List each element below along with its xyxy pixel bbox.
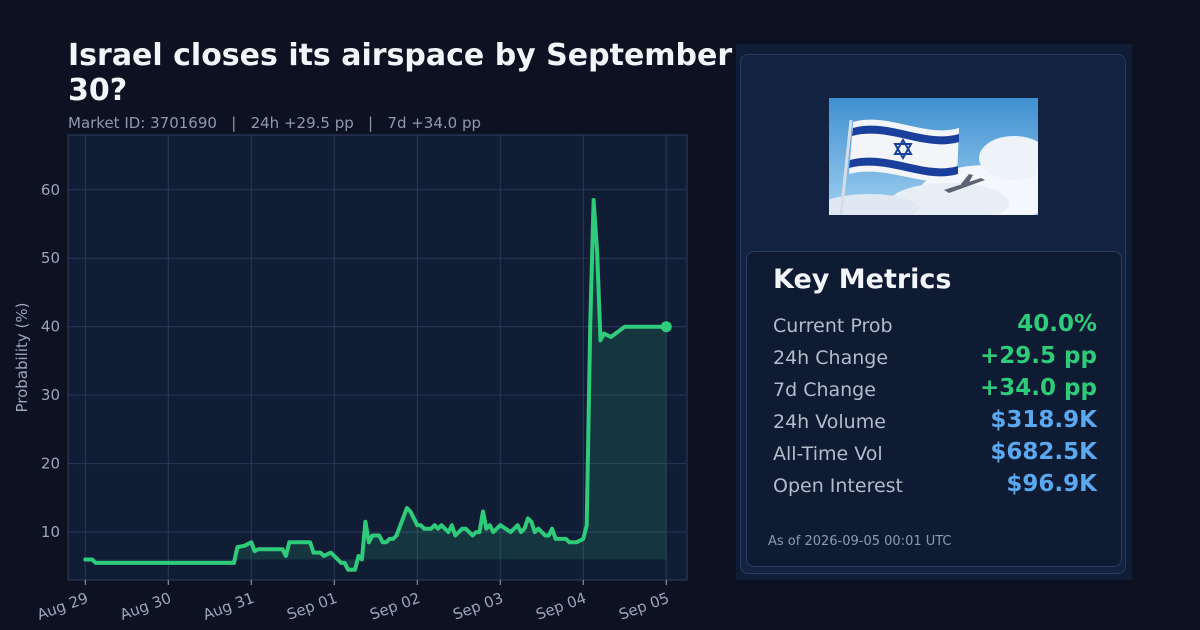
metric-label: Open Interest	[773, 475, 904, 497]
metric-value: $96.9K	[1006, 471, 1097, 497]
x-tick-label: Sep 02	[367, 589, 422, 624]
y-tick-label: 30	[41, 386, 60, 404]
y-tick-label: 10	[41, 523, 60, 541]
x-tick-label: Sep 04	[533, 589, 588, 624]
series-area	[85, 200, 667, 570]
key-metrics-title: Key Metrics	[773, 264, 952, 295]
metric-label: All-Time Vol	[773, 443, 883, 465]
as-of-timestamp: As of 2026-09-05 00:01 UTC	[768, 534, 952, 549]
x-tick-label: Sep 01	[284, 589, 339, 624]
metric-label: 24h Change	[773, 347, 889, 369]
y-tick-label: 60	[41, 181, 60, 199]
metric-row: 7d Change +34.0 pp	[773, 375, 1097, 405]
x-tick-label: Sep 03	[450, 589, 505, 624]
metric-value: $318.9K	[990, 407, 1097, 433]
plot-area	[67, 134, 688, 581]
y-tick-label: 50	[41, 249, 60, 267]
y-tick-label: 20	[41, 455, 60, 473]
x-tick-label: Aug 29	[35, 589, 91, 624]
metric-row: Current Prob 40.0%	[773, 311, 1097, 341]
metric-value: 40.0%	[1017, 311, 1097, 337]
market-subtitle: Market ID: 3701690 | 24h +29.5 pp | 7d +…	[68, 114, 482, 132]
metric-row: Open Interest $96.9K	[773, 471, 1097, 501]
y-axis-label: Probability (%)	[13, 302, 31, 412]
metric-label: Current Prob	[773, 315, 893, 337]
metric-value: $682.5K	[990, 439, 1097, 465]
y-tick-label: 40	[41, 318, 60, 336]
series-line	[83, 198, 669, 572]
israel-flag-airplane-image	[829, 98, 1038, 215]
metric-label: 7d Change	[773, 379, 876, 401]
x-tick-label: Aug 30	[118, 589, 174, 624]
metric-value: +34.0 pp	[980, 375, 1097, 401]
x-tick-label: Aug 31	[201, 589, 257, 624]
key-metrics-card: Key Metrics Current Prob 40.0% 24h Change +…	[746, 251, 1122, 567]
metric-row: 24h Change +29.5 pp	[773, 343, 1097, 373]
page-title: Israel closes its airspace by September …	[68, 38, 733, 108]
metric-row: All-Time Vol $682.5K	[773, 439, 1097, 469]
probability-chart: 10 20 30 40 50 60 Aug 29 Aug 30 Aug 31 Sep 01 Sep …	[13, 134, 688, 624]
x-tick-label: Sep 05	[616, 589, 671, 624]
metric-row: 24h Volume $318.9K	[773, 407, 1097, 437]
last-point-marker	[660, 321, 672, 333]
metric-label: 24h Volume	[773, 411, 886, 433]
metric-value: +29.5 pp	[980, 343, 1097, 369]
